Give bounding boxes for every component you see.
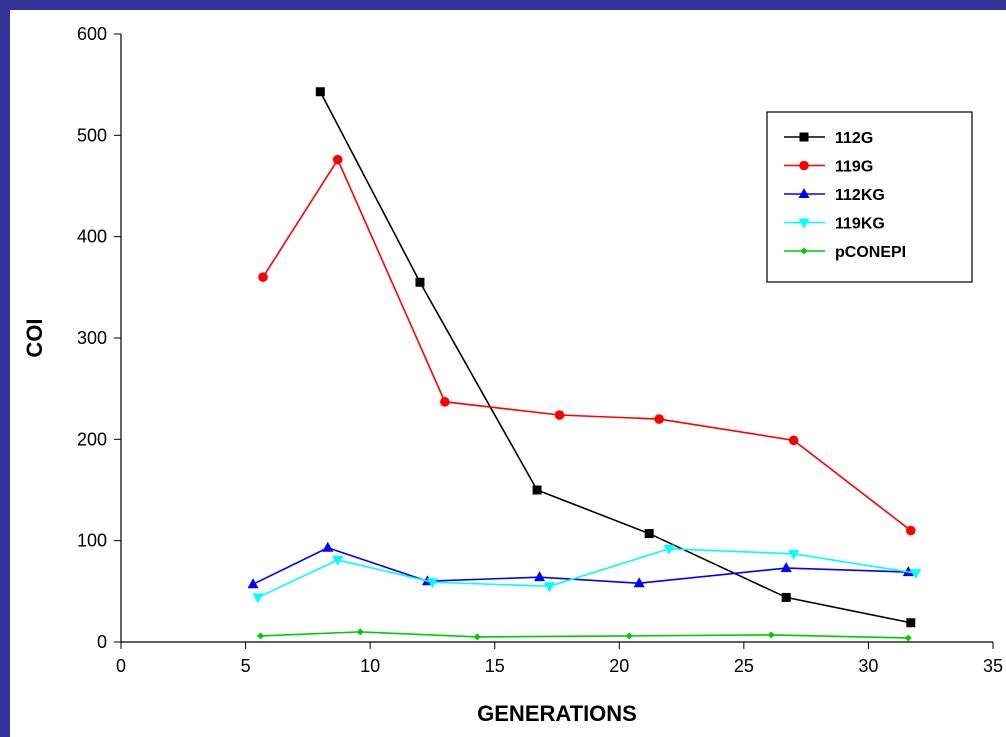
x-tick-label: 5 bbox=[241, 656, 251, 676]
data-point bbox=[332, 154, 343, 165]
x-tick-label: 0 bbox=[116, 656, 126, 676]
legend-label: 112KG bbox=[835, 187, 885, 204]
legend-label: 112G bbox=[835, 130, 873, 147]
data-point bbox=[625, 632, 633, 640]
data-point bbox=[767, 631, 775, 639]
data-point bbox=[904, 634, 912, 642]
legend-label: 119G bbox=[835, 159, 873, 176]
legend-marker bbox=[798, 218, 810, 229]
series-layer bbox=[247, 87, 922, 642]
x-axis-title: GENERATIONS bbox=[477, 701, 637, 726]
data-point bbox=[644, 529, 654, 539]
series-119g bbox=[258, 154, 916, 536]
series-line bbox=[319, 91, 911, 624]
legend-marker bbox=[799, 160, 809, 171]
data-point bbox=[440, 397, 450, 407]
data-point bbox=[654, 414, 664, 424]
series-line bbox=[260, 631, 909, 639]
x-tick-label: 25 bbox=[734, 656, 754, 676]
data-point bbox=[905, 525, 916, 536]
data-point bbox=[788, 435, 799, 446]
data-point bbox=[663, 544, 675, 555]
data-point bbox=[532, 485, 542, 495]
legend-item: 112KG bbox=[784, 187, 885, 204]
axes: 0 100 200 300 400 500 600 0 5 10 15 20 25 30 35 bbox=[77, 24, 1003, 676]
legend-item: 119KG bbox=[784, 216, 885, 233]
data-point bbox=[247, 578, 259, 589]
chart-frame: 0 100 200 300 400 500 600 0 5 10 15 20 25 30 35 112G 11… bbox=[10, 10, 1006, 737]
series-112kg bbox=[247, 541, 914, 589]
data-point bbox=[544, 582, 556, 593]
data-point bbox=[315, 87, 325, 97]
legend-item: 119G bbox=[784, 159, 873, 176]
series-line bbox=[257, 547, 916, 599]
legend-item: pCONEPI bbox=[784, 244, 906, 261]
series-pconepi bbox=[257, 628, 912, 642]
y-tick-label: 600 bbox=[77, 24, 107, 44]
y-tick-label: 100 bbox=[77, 531, 107, 551]
x-tick-label: 35 bbox=[983, 656, 1003, 676]
x-tick-label: 15 bbox=[485, 656, 505, 676]
data-point bbox=[554, 410, 565, 420]
data-point bbox=[902, 566, 914, 577]
data-point bbox=[257, 632, 265, 640]
series-119kg bbox=[252, 544, 922, 604]
data-point bbox=[788, 549, 800, 560]
data-point bbox=[332, 555, 344, 566]
data-point bbox=[910, 569, 922, 580]
legend-marker bbox=[799, 132, 809, 142]
data-point bbox=[534, 571, 546, 582]
data-point bbox=[633, 577, 645, 588]
legend-label: 119KG bbox=[835, 216, 885, 233]
y-tick-label: 500 bbox=[77, 125, 107, 145]
data-point bbox=[415, 277, 425, 287]
y-axis-title: COI bbox=[22, 318, 47, 357]
legend-marker bbox=[798, 188, 810, 198]
data-point bbox=[781, 592, 791, 602]
legend-item: 112G bbox=[784, 130, 873, 147]
data-point bbox=[252, 593, 264, 604]
y-tick-label: 300 bbox=[77, 328, 107, 348]
x-tick-label: 20 bbox=[609, 656, 629, 676]
legend: 112G 119G 112KG 119KG pCONEPI bbox=[766, 111, 973, 283]
series-line bbox=[252, 546, 909, 585]
data-point bbox=[780, 562, 792, 573]
x-tick-label: 30 bbox=[858, 656, 878, 676]
x-tick-label: 10 bbox=[360, 656, 380, 676]
data-point bbox=[426, 578, 438, 589]
y-tick-label: 400 bbox=[77, 227, 107, 247]
data-point bbox=[322, 541, 334, 552]
data-point bbox=[473, 633, 481, 641]
y-tick-label: 200 bbox=[77, 429, 107, 449]
y-tick-label: 0 bbox=[97, 632, 107, 652]
data-point bbox=[356, 628, 364, 636]
legend-marker bbox=[800, 247, 808, 255]
legend-label: pCONEPI bbox=[835, 244, 906, 261]
data-point bbox=[258, 272, 268, 283]
series-112g bbox=[315, 87, 916, 628]
data-point bbox=[906, 618, 916, 628]
